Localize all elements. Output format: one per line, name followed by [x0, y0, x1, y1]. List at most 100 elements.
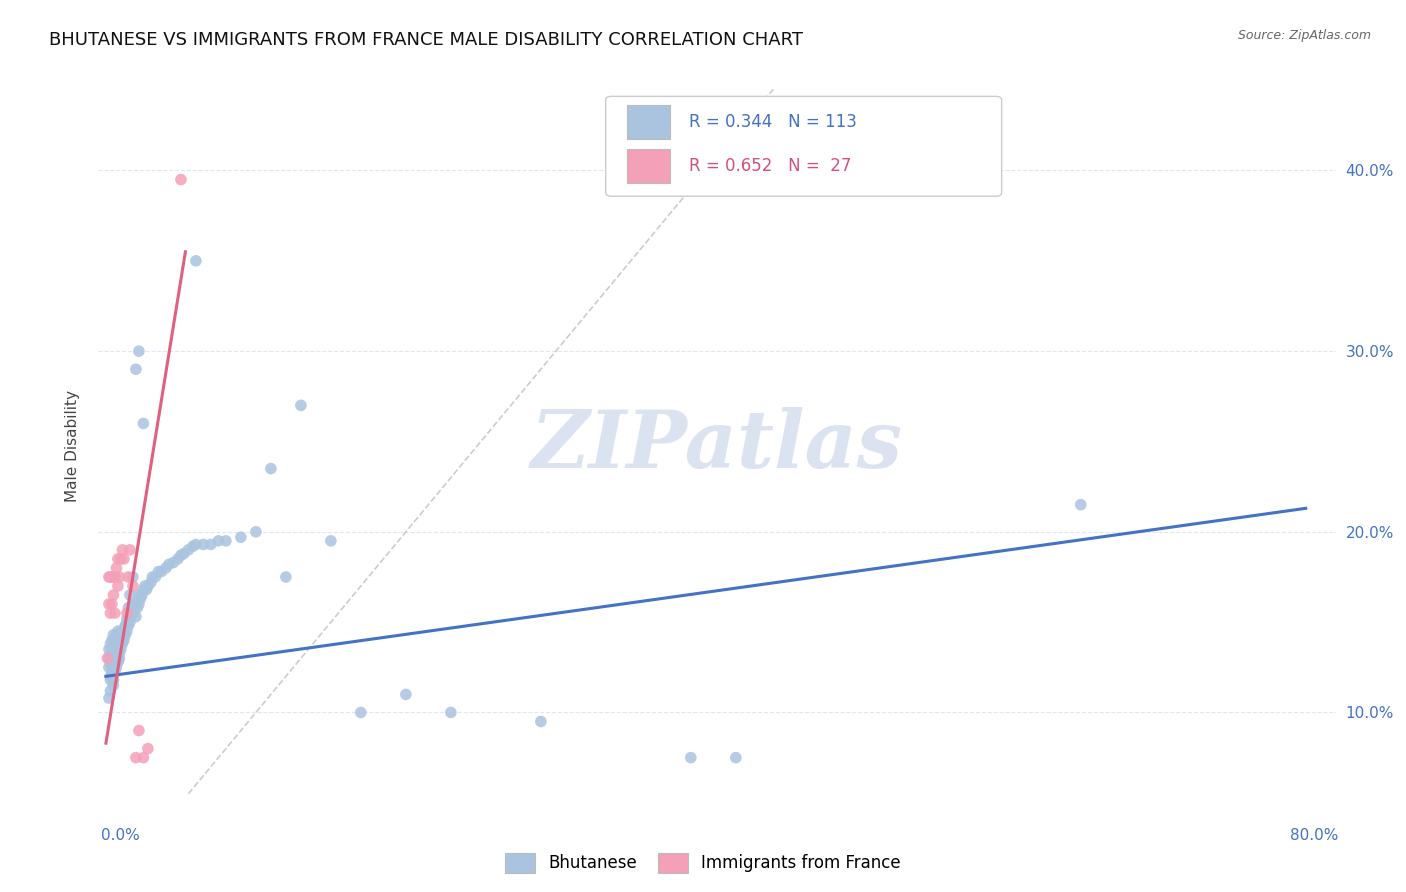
Point [100, 655, 122, 669]
Point [96, 651, 118, 665]
Point [104, 642, 127, 657]
Point [101, 665, 124, 680]
Point [97, 642, 120, 657]
Point [100, 683, 122, 698]
Text: ZIPatlas: ZIPatlas [531, 408, 903, 484]
Point [157, 558, 180, 572]
Point [112, 628, 135, 642]
Point [125, 750, 148, 764]
Point [260, 461, 283, 475]
Point [128, 344, 150, 359]
Point [114, 619, 136, 633]
Point [97, 651, 120, 665]
Point [108, 628, 131, 642]
Point [200, 537, 222, 551]
Point [145, 570, 167, 584]
Point [97, 660, 120, 674]
Legend: Bhutanese, Immigrants from France: Bhutanese, Immigrants from France [499, 847, 907, 880]
Point [108, 651, 131, 665]
Point [101, 660, 124, 674]
Point [101, 669, 124, 683]
Point [118, 542, 141, 557]
Point [117, 619, 139, 633]
Point [132, 750, 155, 764]
Point [170, 172, 193, 186]
Text: R = 0.652   N =  27: R = 0.652 N = 27 [689, 157, 851, 175]
FancyBboxPatch shape [606, 96, 1001, 196]
Point [134, 579, 156, 593]
Point [101, 570, 124, 584]
Point [105, 637, 128, 651]
Point [184, 537, 207, 551]
Point [100, 606, 122, 620]
Point [105, 561, 128, 575]
FancyBboxPatch shape [627, 149, 671, 184]
Point [111, 542, 134, 557]
Point [122, 570, 145, 584]
Point [530, 714, 553, 729]
Point [193, 537, 215, 551]
Point [115, 624, 138, 639]
Point [103, 646, 125, 660]
Point [107, 655, 129, 669]
Point [110, 552, 132, 566]
Point [100, 648, 122, 662]
Point [117, 600, 139, 615]
Point [101, 633, 124, 648]
Point [101, 642, 124, 657]
Point [129, 591, 152, 606]
Point [132, 417, 155, 431]
Point [177, 542, 200, 557]
Point [148, 565, 170, 579]
Point [128, 597, 150, 611]
Point [125, 597, 148, 611]
Point [97, 691, 120, 706]
Text: 80.0%: 80.0% [1291, 828, 1339, 843]
Point [107, 655, 129, 669]
Text: R = 0.344   N = 113: R = 0.344 N = 113 [689, 112, 856, 131]
Point [111, 628, 134, 642]
Point [103, 673, 125, 687]
Text: 0.0%: 0.0% [101, 828, 141, 843]
Point [395, 687, 418, 701]
Point [115, 606, 138, 620]
Point [679, 750, 702, 764]
Point [108, 646, 131, 660]
Point [150, 565, 173, 579]
Point [103, 678, 125, 692]
Point [440, 706, 463, 720]
Point [97, 597, 120, 611]
Point [101, 651, 124, 665]
Point [100, 570, 122, 584]
Point [135, 582, 157, 597]
Point [141, 570, 163, 584]
Point [107, 579, 129, 593]
Point [274, 570, 297, 584]
Point [184, 253, 207, 268]
Point [124, 600, 146, 615]
Point [122, 597, 145, 611]
Point [120, 609, 142, 624]
Point [107, 651, 129, 665]
Point [1070, 498, 1092, 512]
Point [103, 655, 125, 669]
Point [100, 673, 122, 687]
Point [111, 637, 134, 651]
Point [107, 646, 129, 660]
Point [319, 533, 342, 548]
Point [105, 628, 128, 642]
Point [107, 624, 129, 639]
Point [100, 669, 122, 683]
Point [110, 637, 132, 651]
Point [104, 606, 127, 620]
Point [114, 628, 136, 642]
Point [207, 533, 229, 548]
Point [104, 633, 127, 648]
Point [105, 648, 128, 662]
Point [107, 552, 129, 566]
Text: BHUTANESE VS IMMIGRANTS FROM FRANCE MALE DISABILITY CORRELATION CHART: BHUTANESE VS IMMIGRANTS FROM FRANCE MALE… [49, 31, 803, 49]
Point [115, 615, 138, 629]
Point [103, 673, 125, 687]
Point [103, 588, 125, 602]
Point [128, 723, 150, 738]
